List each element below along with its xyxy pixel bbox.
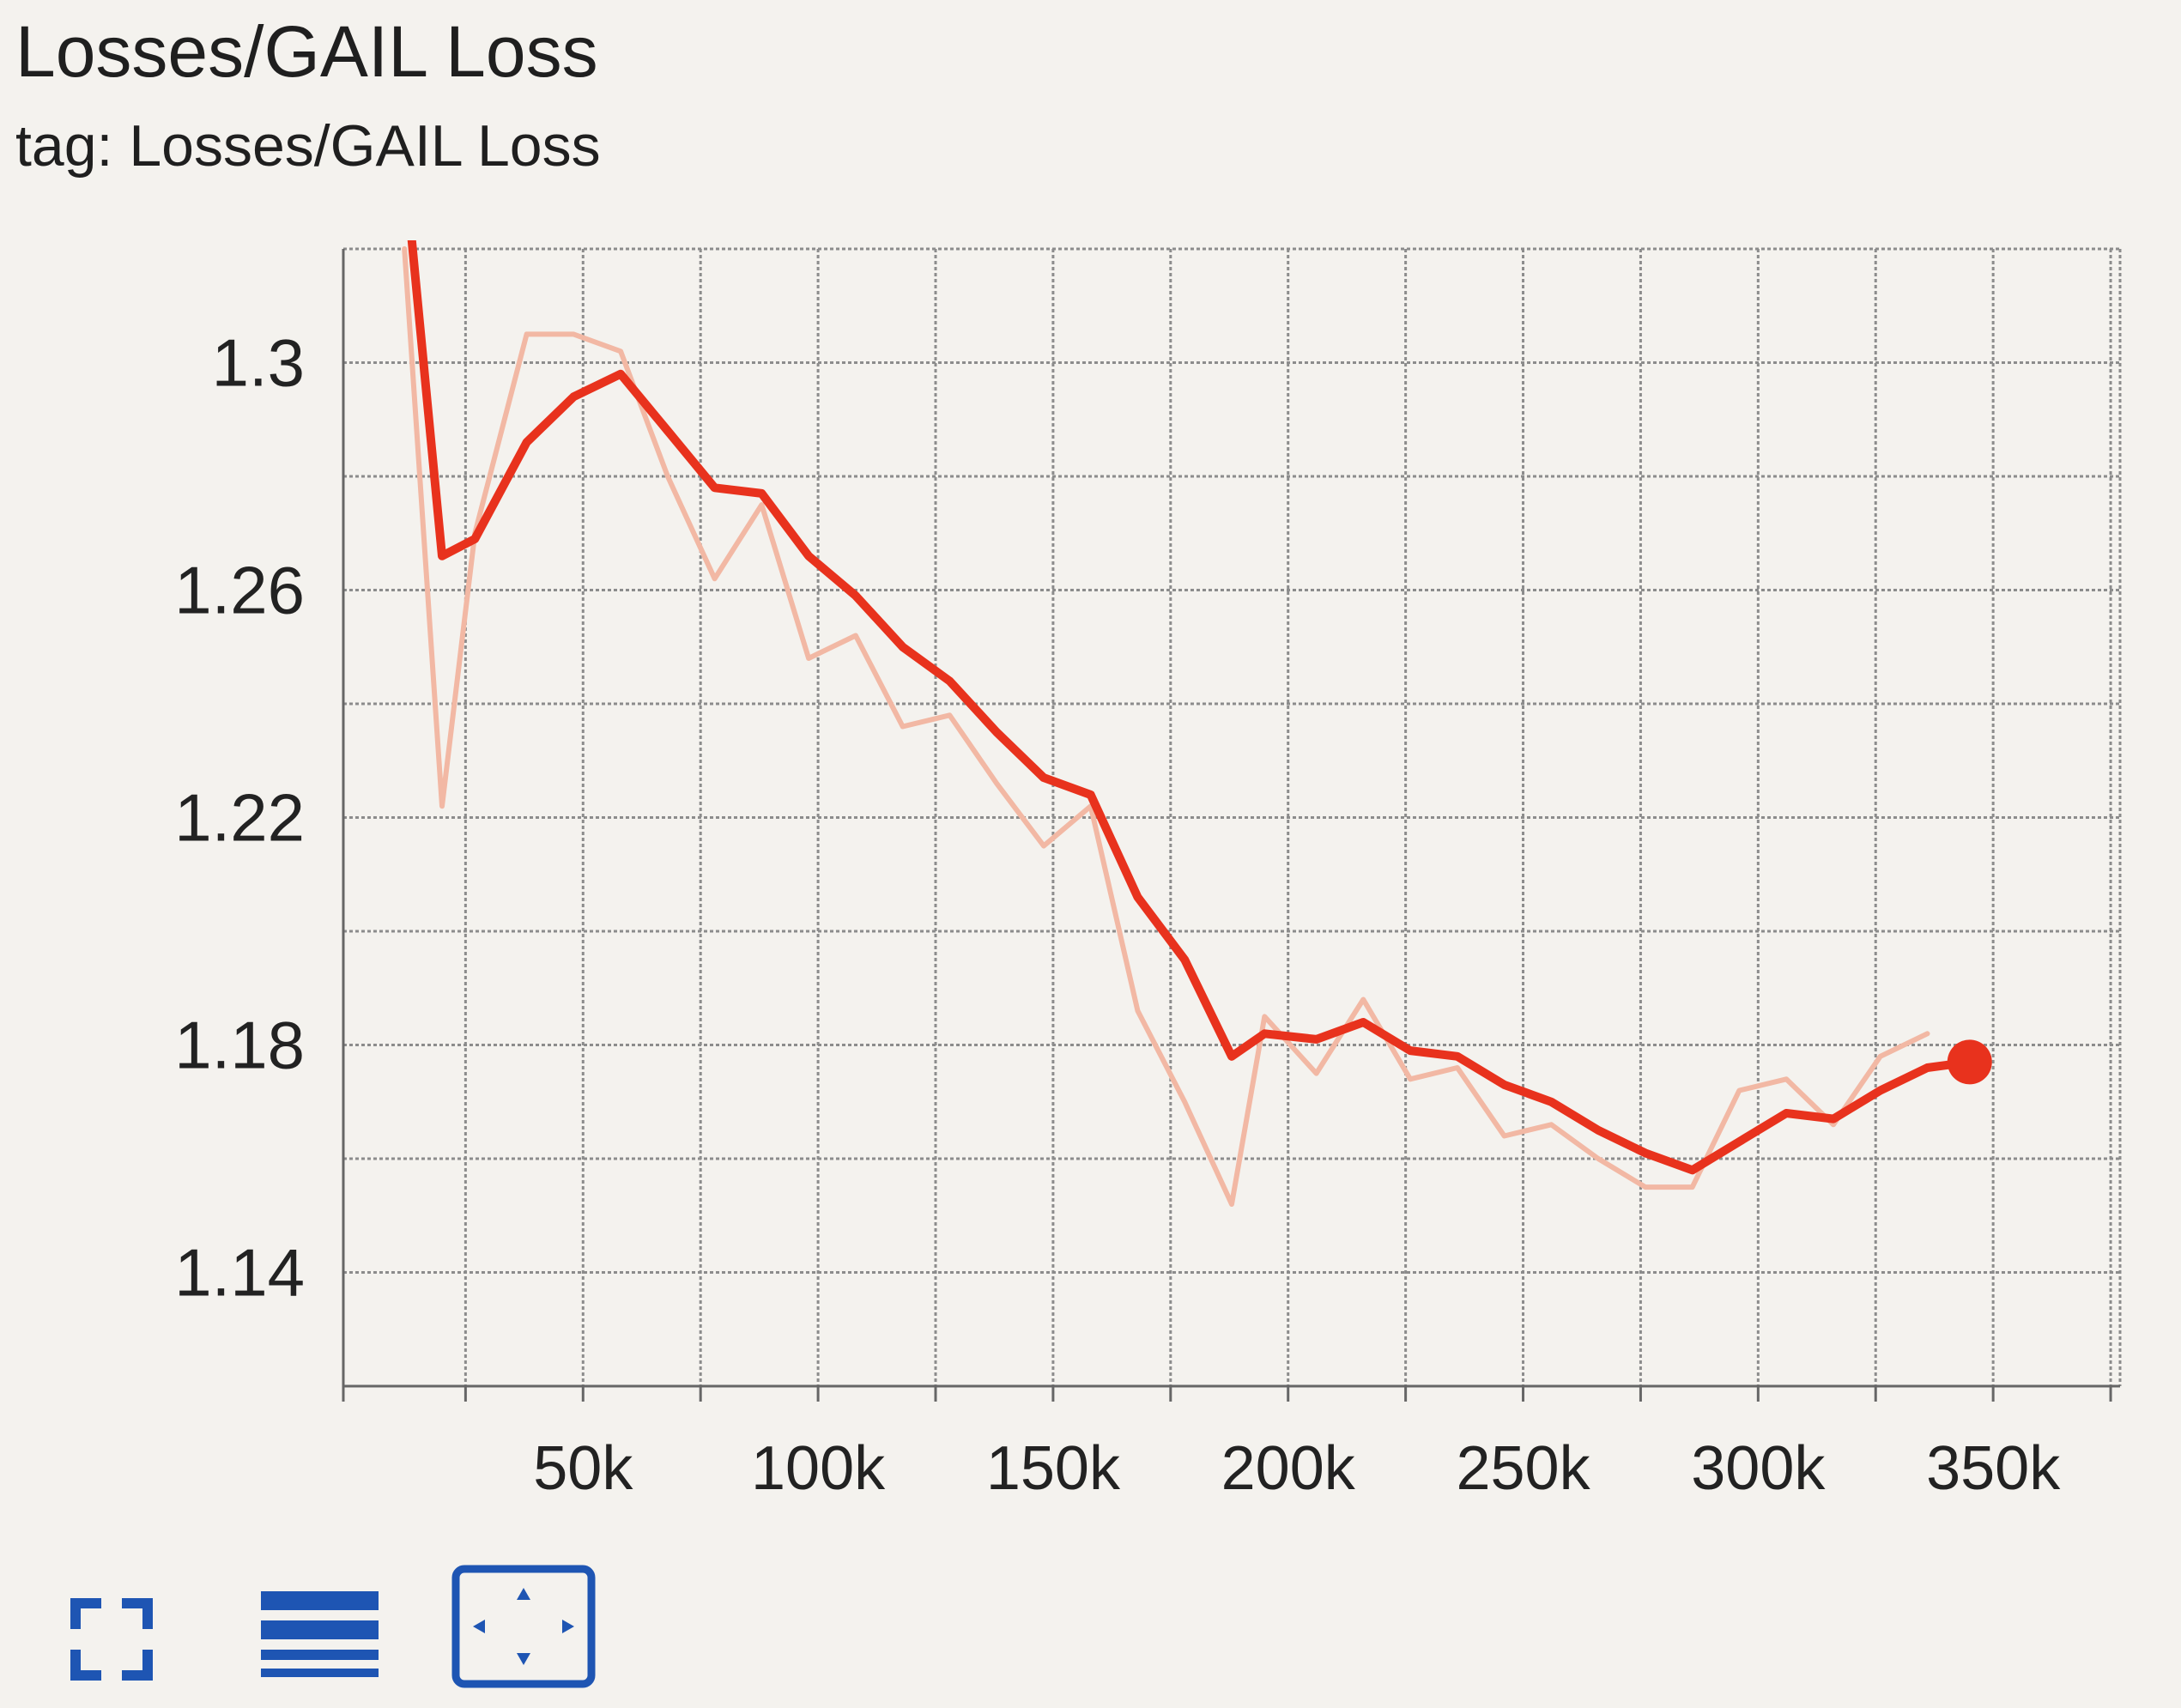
y-tick-label: 1.3 (212, 325, 305, 401)
axes (342, 249, 2120, 1402)
chart-subtitle: tag: Losses/GAIL Loss (15, 113, 601, 179)
y-tick-label: 1.26 (174, 553, 305, 628)
series (402, 240, 1992, 1207)
x-tick-label: 300k (1691, 1434, 1826, 1503)
x-tick-label: 200k (1221, 1434, 1356, 1503)
grid (343, 247, 2122, 1386)
y-tick-label: 1.18 (174, 1008, 305, 1083)
chart-toolbar (0, 1528, 687, 1699)
chart-title: Losses/GAIL Loss (15, 11, 598, 92)
fullscreen-icon (70, 1598, 153, 1681)
x-tick-label: 150k (986, 1434, 1121, 1503)
fullscreen-button[interactable] (60, 1588, 163, 1691)
tick-labels: 1.14 1.18 1.22 1.26 1.3 50k 100k 150k 200k 250k 30… (174, 325, 2061, 1504)
x-tick-label: 100k (751, 1434, 886, 1503)
line-chart: 1.14 1.18 1.22 1.26 1.3 50k 100k 150k 200k 250k 30… (174, 240, 2122, 1504)
fit-domain-icon (451, 1565, 596, 1688)
fit-domain-button[interactable] (451, 1562, 597, 1691)
last-point-marker (1947, 1039, 1992, 1085)
toggle-log-scale-button[interactable] (257, 1572, 382, 1697)
raw-series-line (402, 246, 1930, 1207)
x-tick-label: 350k (1926, 1434, 2061, 1503)
y-tick-label: 1.22 (174, 780, 305, 856)
x-tick-label: 250k (1456, 1434, 1590, 1503)
x-tick-label: 50k (533, 1434, 633, 1503)
toggle-log-scale-icon (261, 1591, 379, 1677)
y-tick-label: 1.14 (174, 1235, 305, 1311)
smoothed-series-line (407, 240, 1974, 1175)
